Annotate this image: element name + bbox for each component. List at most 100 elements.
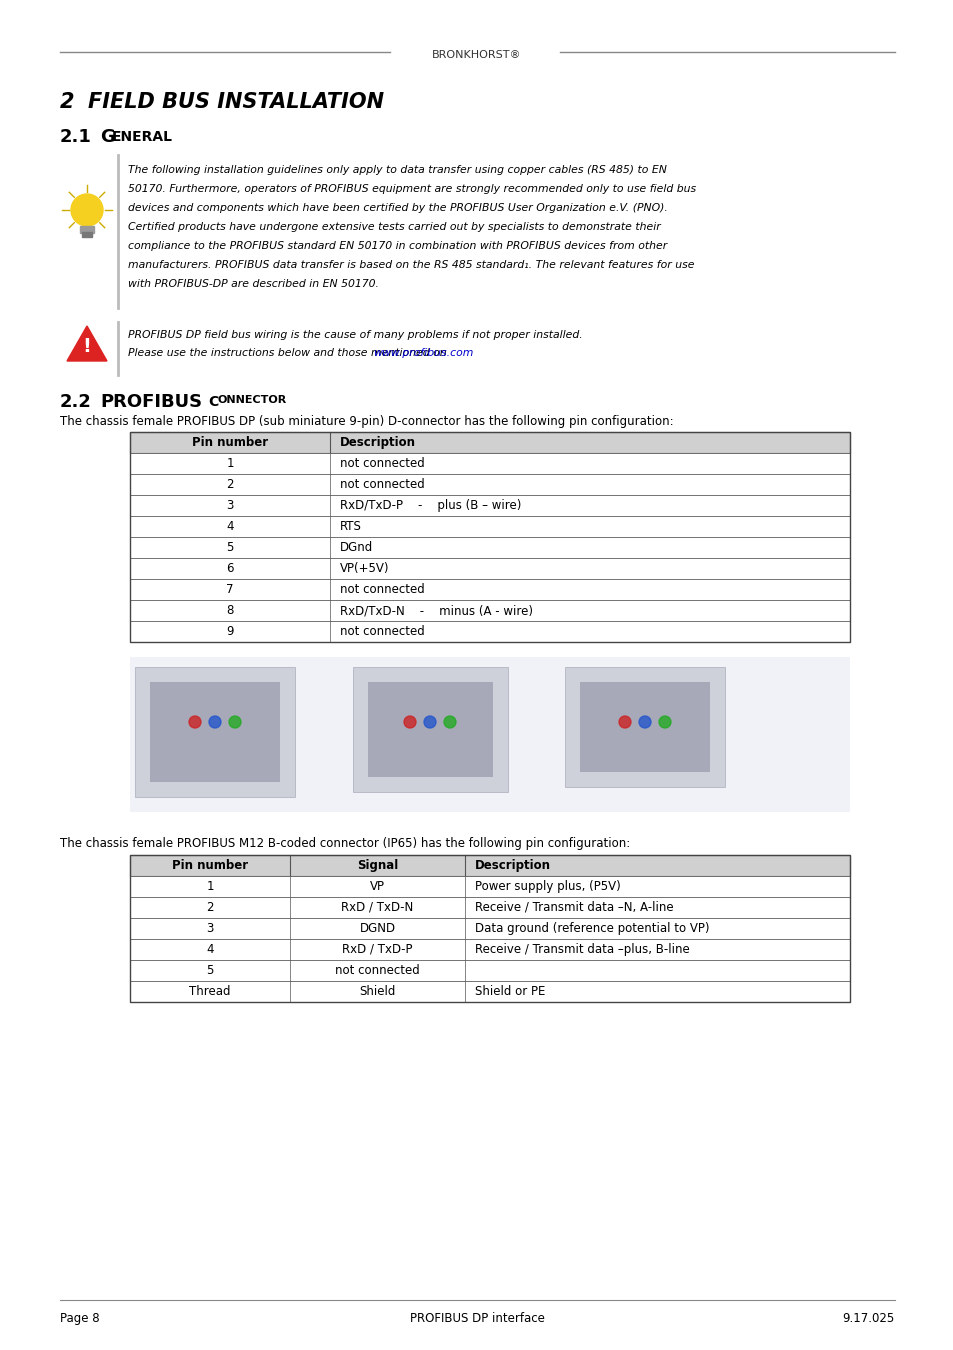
Text: Shield: Shield: [359, 986, 395, 998]
Bar: [130, 621, 849, 643]
Text: devices and components which have been certified by the PROFIBUS User Organizati: devices and components which have been c…: [128, 202, 667, 213]
Text: Receive / Transmit data –N, A-line: Receive / Transmit data –N, A-line: [475, 900, 673, 914]
Bar: [130, 454, 849, 474]
Bar: [130, 960, 849, 981]
Bar: [130, 579, 849, 599]
Bar: [150, 682, 280, 782]
Text: Power supply plus, (P5V): Power supply plus, (P5V): [475, 880, 620, 892]
Bar: [130, 495, 849, 516]
Bar: [368, 682, 493, 778]
Circle shape: [189, 716, 201, 728]
Text: 4: 4: [226, 520, 233, 533]
Circle shape: [423, 716, 436, 728]
Text: BRONKHORST®: BRONKHORST®: [432, 50, 521, 59]
Bar: [135, 667, 294, 796]
Text: DGnd: DGnd: [339, 541, 373, 554]
Circle shape: [403, 716, 416, 728]
Text: ONNECTOR: ONNECTOR: [218, 396, 287, 405]
Text: Page 8: Page 8: [60, 1312, 99, 1324]
Text: Receive / Transmit data –plus, B-line: Receive / Transmit data –plus, B-line: [475, 944, 689, 956]
Text: RxD / TxD-N: RxD / TxD-N: [341, 900, 414, 914]
Circle shape: [71, 194, 103, 225]
Bar: [130, 657, 849, 811]
Text: 5: 5: [226, 541, 233, 554]
Bar: [130, 432, 849, 454]
Text: not connected: not connected: [339, 625, 424, 639]
Bar: [353, 667, 507, 792]
Text: RxD/TxD-P    -    plus (B – wire): RxD/TxD-P - plus (B – wire): [339, 500, 521, 512]
Text: Pin number: Pin number: [192, 436, 268, 450]
Text: RxD/TxD-N    -    minus (A - wire): RxD/TxD-N - minus (A - wire): [339, 603, 533, 617]
Text: with PROFIBUS-DP are described in EN 50170.: with PROFIBUS-DP are described in EN 501…: [128, 279, 378, 289]
Circle shape: [639, 716, 650, 728]
Text: not connected: not connected: [339, 458, 424, 470]
Bar: [82, 232, 91, 238]
Circle shape: [443, 716, 456, 728]
Text: 50170. Furthermore, operators of PROFIBUS equipment are strongly recommended onl: 50170. Furthermore, operators of PROFIBU…: [128, 184, 696, 194]
Text: G: G: [100, 128, 114, 146]
Text: RxD / TxD-P: RxD / TxD-P: [342, 944, 413, 956]
Bar: [130, 876, 849, 896]
Text: Please use the instructions below and those mentioned on: Please use the instructions below and th…: [128, 348, 450, 358]
Bar: [564, 667, 724, 787]
Bar: [130, 558, 849, 579]
Text: 6: 6: [226, 562, 233, 575]
Text: Pin number: Pin number: [172, 859, 248, 872]
Text: 1: 1: [226, 458, 233, 470]
Bar: [130, 516, 849, 537]
Text: Signal: Signal: [356, 859, 397, 872]
Bar: [130, 855, 849, 876]
Text: www.profibus.com: www.profibus.com: [373, 348, 473, 358]
Text: not connected: not connected: [339, 583, 424, 595]
Text: 2.1: 2.1: [60, 128, 91, 146]
Text: 8: 8: [226, 603, 233, 617]
Text: 9.17.025: 9.17.025: [841, 1312, 894, 1324]
Bar: [130, 599, 849, 621]
Text: ENERAL: ENERAL: [112, 130, 172, 144]
Text: The chassis female PROFIBUS M12 B-coded connector (IP65) has the following pin c: The chassis female PROFIBUS M12 B-coded …: [60, 837, 630, 850]
Text: 2: 2: [206, 900, 213, 914]
Text: PROFIBUS DP interface: PROFIBUS DP interface: [409, 1312, 544, 1324]
Text: 1: 1: [206, 880, 213, 892]
Text: FIELD BUS INSTALLATION: FIELD BUS INSTALLATION: [88, 92, 384, 112]
Bar: [130, 474, 849, 495]
Circle shape: [618, 716, 630, 728]
Text: RTS: RTS: [339, 520, 361, 533]
Bar: [130, 855, 849, 1002]
Text: manufacturers. PROFIBUS data transfer is based on the RS 485 standard₁. The rele: manufacturers. PROFIBUS data transfer is…: [128, 261, 694, 270]
Text: 3: 3: [226, 500, 233, 512]
Text: DGND: DGND: [359, 922, 395, 936]
Text: not connected: not connected: [335, 964, 419, 977]
Polygon shape: [67, 325, 107, 360]
Text: Thread: Thread: [189, 986, 231, 998]
Text: 7: 7: [226, 583, 233, 595]
Text: !: !: [83, 336, 91, 355]
Bar: [130, 432, 849, 643]
Text: 2: 2: [60, 92, 89, 112]
Circle shape: [229, 716, 241, 728]
Circle shape: [209, 716, 221, 728]
Text: Description: Description: [475, 859, 551, 872]
Text: The chassis female PROFIBUS DP (sub miniature 9-pin) D-connector has the followi: The chassis female PROFIBUS DP (sub mini…: [60, 414, 673, 428]
Text: Certified products have undergone extensive tests carried out by specialists to : Certified products have undergone extens…: [128, 221, 660, 232]
Text: 5: 5: [206, 964, 213, 977]
Bar: [80, 225, 94, 234]
Text: PROFIBUS: PROFIBUS: [100, 393, 202, 410]
Text: 3: 3: [206, 922, 213, 936]
Text: C: C: [208, 396, 218, 409]
Text: 9: 9: [226, 625, 233, 639]
Bar: [130, 918, 849, 940]
Bar: [130, 940, 849, 960]
Text: Description: Description: [339, 436, 416, 450]
Text: VP(+5V): VP(+5V): [339, 562, 389, 575]
Text: Shield or PE: Shield or PE: [475, 986, 545, 998]
Text: VP: VP: [370, 880, 385, 892]
Text: 2: 2: [226, 478, 233, 491]
Text: The following installation guidelines only apply to data transfer using copper c: The following installation guidelines on…: [128, 165, 666, 176]
Circle shape: [659, 716, 670, 728]
Bar: [579, 682, 709, 772]
Text: 4: 4: [206, 944, 213, 956]
Text: PROFIBUS DP field bus wiring is the cause of many problems if not proper install: PROFIBUS DP field bus wiring is the caus…: [128, 329, 582, 340]
Text: not connected: not connected: [339, 478, 424, 491]
Text: 2.2: 2.2: [60, 393, 91, 410]
